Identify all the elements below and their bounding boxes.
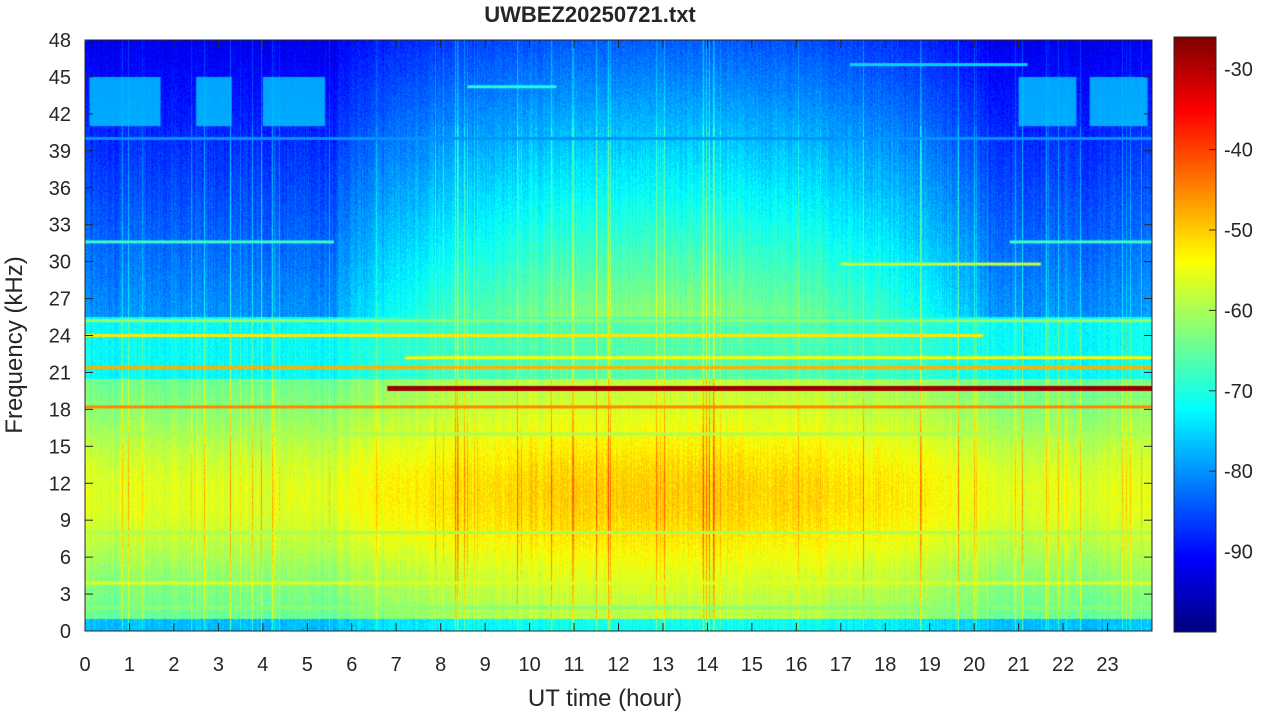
x-tick-label: 2 (168, 654, 179, 676)
x-tick-label: 5 (302, 654, 313, 676)
x-tick-label: 18 (874, 654, 896, 676)
x-tick-label: 6 (346, 654, 357, 676)
y-tick-label: 9 (60, 510, 71, 532)
x-tick-label: 10 (518, 654, 540, 676)
y-tick-label: 15 (49, 436, 71, 458)
x-tick-label: 7 (391, 654, 402, 676)
colorbar-tick-label: -30 (1224, 59, 1253, 81)
x-tick-label: 21 (1008, 654, 1030, 676)
y-tick-label: 33 (49, 215, 71, 237)
colorbar-outline (1173, 36, 1217, 633)
x-tick-label: 0 (79, 654, 90, 676)
y-tick-label: 39 (49, 141, 71, 163)
colorbar-tick-label: -50 (1224, 220, 1253, 242)
y-tick-label: 45 (49, 67, 71, 89)
colorbar-gradient (1174, 37, 1216, 632)
x-tick-label: 16 (785, 654, 807, 676)
y-tick-label: 0 (60, 621, 71, 643)
y-axis-label: Frequency (kHz) (1, 256, 28, 433)
y-tick-label: 18 (49, 399, 71, 421)
spectrogram-plot (84, 39, 1153, 632)
colorbar-tick-label: -40 (1224, 140, 1253, 162)
y-tick-label: 27 (49, 289, 71, 311)
x-tick-label: 19 (919, 654, 941, 676)
y-tick-label: 30 (49, 252, 71, 274)
spectrogram-image-frame (85, 40, 1152, 631)
x-tick-label: 4 (257, 654, 268, 676)
y-tick-label: 3 (60, 584, 71, 606)
x-tick-label: 15 (741, 654, 763, 676)
y-tick-label: 6 (60, 547, 71, 569)
x-tick-label: 14 (696, 654, 718, 676)
colorbar-tick-label: -70 (1224, 381, 1253, 403)
x-tick-label: 9 (480, 654, 491, 676)
y-tick-label: 21 (49, 362, 71, 384)
colorbar-tick-label: -90 (1224, 542, 1253, 564)
y-tick-label: 48 (49, 30, 71, 52)
colorbar: -90 -80 -70 -60 -50 -40 -30 (1173, 36, 1253, 633)
colorbar-ticks: -90 -80 -70 -60 -50 -40 -30 (1209, 59, 1253, 564)
y-tick-label: 12 (49, 473, 71, 495)
x-tick-label: 23 (1096, 654, 1118, 676)
x-axis-label: UT time (hour) (528, 685, 682, 712)
x-tick-label: 11 (564, 654, 585, 676)
colorbar-tick-label: -60 (1224, 300, 1253, 322)
spectrogram-heatmap (85, 40, 1152, 631)
x-tick-label: 3 (213, 654, 224, 676)
y-tick-label: 24 (49, 326, 71, 348)
x-tick-label: 12 (607, 654, 629, 676)
colorbar-tick-label: -80 (1224, 461, 1253, 483)
x-tick-label: 8 (435, 654, 446, 676)
x-axis: 0 1 2 3 4 5 6 7 8 9 10 11 12 13 14 15 16 17 18 19 20 21 22 23 (79, 40, 1119, 676)
y-tick-label: 36 (49, 178, 71, 200)
x-tick-label: 1 (124, 654, 135, 676)
x-tick-label: 13 (652, 654, 674, 676)
x-tick-label: 22 (1052, 654, 1074, 676)
y-tick-label: 42 (49, 104, 71, 126)
x-tick-label: 17 (830, 654, 852, 676)
chart-title: UWBEZ20250721.txt (484, 2, 696, 27)
colorbar-frame (1174, 37, 1216, 632)
x-tick-label: 20 (963, 654, 985, 676)
